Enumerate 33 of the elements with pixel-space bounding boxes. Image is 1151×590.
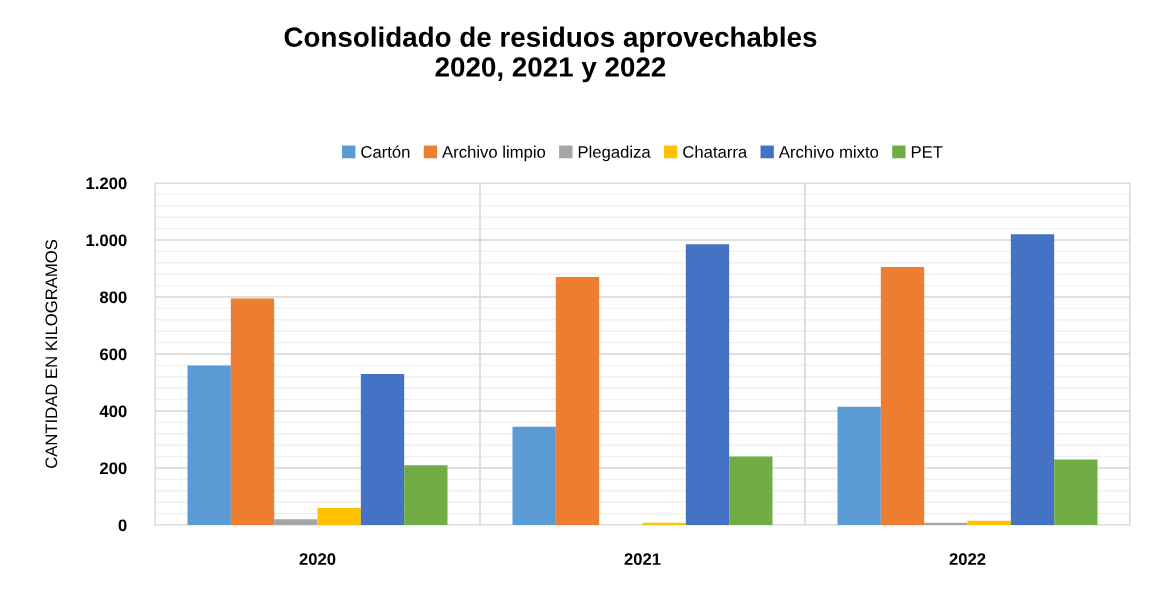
bar [685,244,730,525]
y-tick-label: 0 [118,519,127,532]
x-tick-label: 2022 [949,553,986,566]
bar [880,267,925,525]
legend-label: Plegadiza [578,145,651,162]
bar [555,277,600,525]
legend-label: Archivo limpio [442,145,546,162]
x-tick-label: 2021 [624,553,661,566]
bar [1054,459,1098,525]
legend-label: PET [911,146,943,158]
bar [967,520,1011,525]
legend-label: Cartón [361,145,410,158]
y-tick-label: 1.200 [86,177,127,190]
bar [1010,234,1055,525]
legend-label: Chatarra [683,145,748,158]
y-tick-label: 800 [99,291,127,304]
bar [187,365,231,525]
y-axis-title: CANTIDAD EN KILOGRAMOS [45,239,58,468]
bar [274,519,318,525]
y-tick-label: 400 [99,405,127,418]
bar [404,465,448,525]
bar [317,507,361,525]
bar [837,406,881,525]
chart-title: Consolidado de residuos aprovechables 2020, 2021 y 2022 [284,26,817,83]
bar [729,456,773,525]
y-tick-label: 1.000 [86,234,127,247]
y-tick-label: 200 [100,462,127,475]
legend-label: Archivo mixto [778,145,879,158]
y-tick-label: 600 [100,348,127,361]
x-tick-label: 2020 [299,553,336,566]
bar [230,298,275,525]
bar [360,373,405,525]
bar [512,426,556,525]
